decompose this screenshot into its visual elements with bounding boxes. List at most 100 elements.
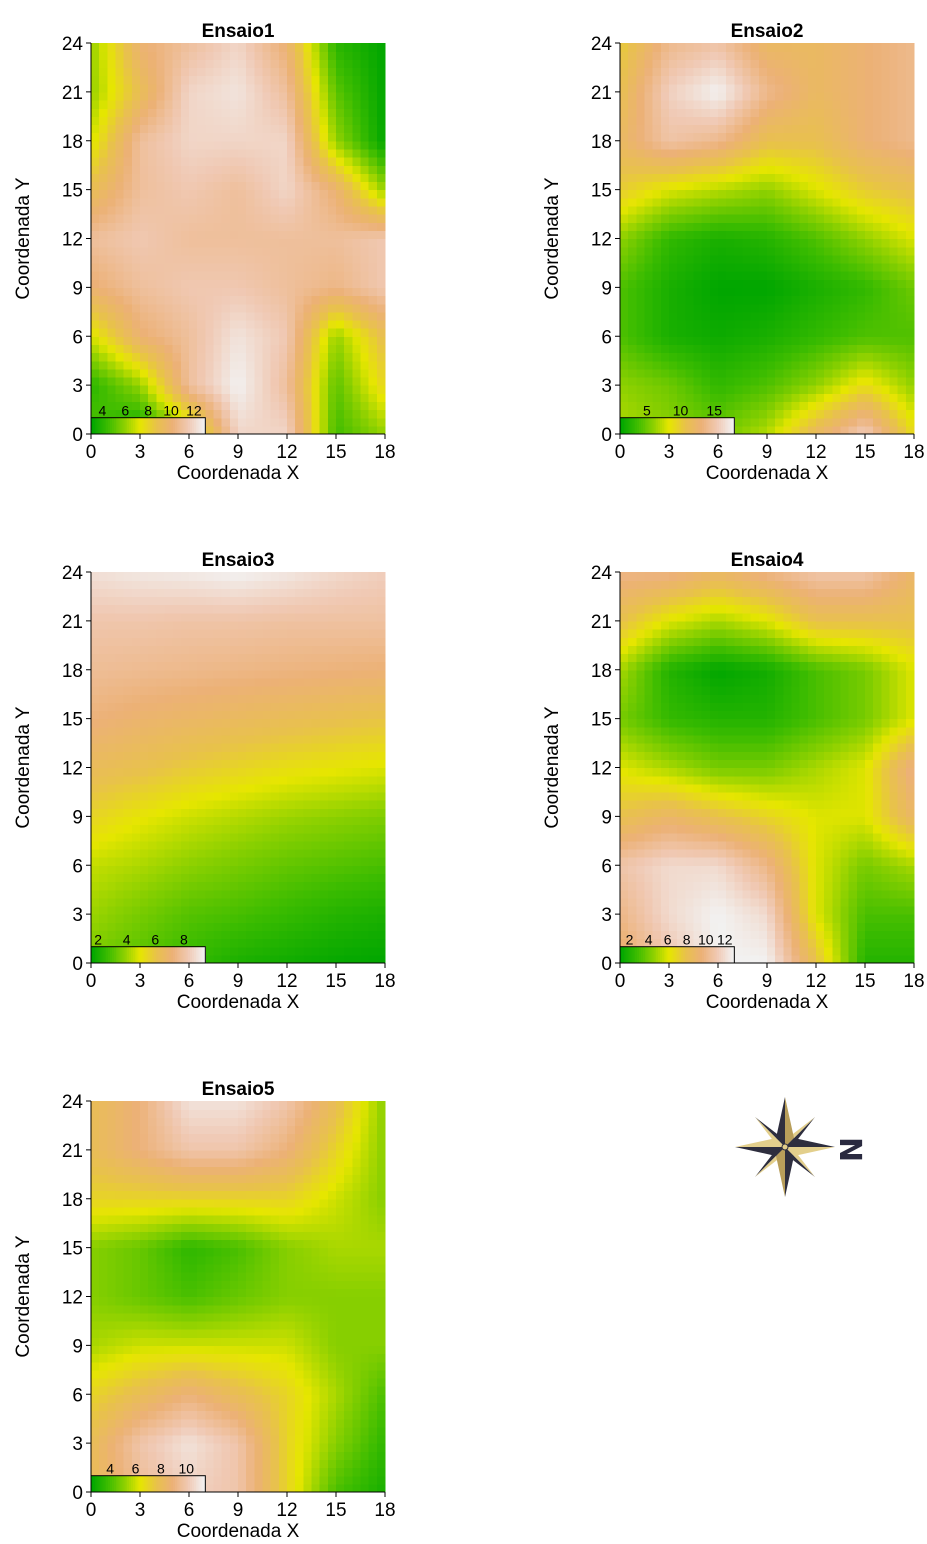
heatmap-cell xyxy=(327,409,337,419)
heatmap-cell xyxy=(213,385,223,394)
heatmap-cell xyxy=(336,246,345,256)
heatmap-cell xyxy=(156,214,166,223)
heatmap-cell xyxy=(311,165,321,174)
heatmap-cell xyxy=(131,857,141,866)
heatmap-cell xyxy=(799,148,809,158)
heatmap-cell xyxy=(726,328,735,337)
heatmap-cell xyxy=(336,43,345,52)
heatmap-cell xyxy=(816,91,825,101)
heatmap-cell xyxy=(91,938,100,948)
heatmap-cell xyxy=(807,189,817,199)
heatmap-cell xyxy=(856,205,866,215)
heatmap-cell xyxy=(295,75,304,85)
heatmap-cell xyxy=(115,360,125,370)
heatmap-cell xyxy=(123,157,133,166)
heatmap-cell xyxy=(873,271,882,280)
heatmap-cell xyxy=(238,83,247,93)
heatmap-cell xyxy=(262,148,272,158)
heatmap-cell xyxy=(799,165,809,174)
heatmap-cell xyxy=(295,759,304,769)
heatmap-cell xyxy=(107,173,117,183)
heatmap-cell xyxy=(270,43,280,52)
heatmap-cell xyxy=(156,791,166,801)
heatmap-cell xyxy=(352,173,362,183)
heatmap-cell xyxy=(123,800,133,809)
heatmap-cell xyxy=(881,181,891,191)
heatmap-cell xyxy=(352,319,362,329)
heatmap-cell xyxy=(775,124,784,134)
legend-tick-label: 4 xyxy=(99,403,107,419)
heatmap-cell xyxy=(905,376,915,386)
heatmap-cell xyxy=(213,311,223,321)
heatmap-cell xyxy=(758,43,768,52)
heatmap-cell xyxy=(270,311,280,321)
heatmap-cell xyxy=(205,205,215,215)
heatmap-cell xyxy=(693,83,703,93)
heatmap-cell xyxy=(140,254,149,264)
heatmap-cell xyxy=(336,287,345,297)
heatmap-cell xyxy=(287,116,296,126)
heatmap-cell xyxy=(897,271,907,280)
heatmap-cell xyxy=(164,873,174,883)
heatmap-cell xyxy=(303,214,313,223)
heatmap-cell xyxy=(758,132,768,142)
heatmap-cell xyxy=(107,376,117,386)
heatmap-cell xyxy=(669,376,678,386)
heatmap-cell xyxy=(352,946,362,956)
heatmap-cell xyxy=(156,295,166,305)
heatmap-cell xyxy=(238,783,247,793)
heatmap-cell xyxy=(197,51,206,60)
heatmap-cell xyxy=(295,246,304,256)
heatmap-cell xyxy=(726,352,735,362)
heatmap-cell xyxy=(840,132,850,142)
heatmap-cell xyxy=(344,686,353,695)
heatmap-cell xyxy=(669,271,678,280)
heatmap-cell xyxy=(164,922,174,932)
heatmap-cell xyxy=(709,43,719,52)
heatmap-cell xyxy=(669,173,678,183)
heatmap-cell xyxy=(164,67,174,77)
heatmap-cell xyxy=(352,816,362,826)
heatmap-cell xyxy=(148,287,157,297)
heatmap-cell xyxy=(726,140,735,150)
heatmap-cell xyxy=(344,262,353,272)
heatmap-cell xyxy=(336,775,345,785)
heatmap-cell xyxy=(832,303,842,313)
heatmap-cell xyxy=(229,393,239,403)
heatmap-cell xyxy=(889,393,899,403)
heatmap-cell xyxy=(278,800,288,809)
heatmap-cell xyxy=(873,124,882,134)
heatmap-cell xyxy=(311,759,321,769)
heatmap-cell xyxy=(856,311,866,321)
heatmap-cell xyxy=(865,409,874,419)
legend-color-step xyxy=(155,417,159,434)
heatmap-cell xyxy=(246,669,255,679)
heatmap-cell xyxy=(669,75,678,85)
heatmap-cell xyxy=(824,279,833,288)
heatmap-cell xyxy=(783,165,793,174)
heatmap-cell xyxy=(327,67,337,77)
heatmap-cell xyxy=(270,661,280,671)
heatmap-cell xyxy=(726,91,735,101)
heatmap-cell xyxy=(360,881,370,891)
heatmap-cell xyxy=(164,238,174,248)
heatmap-cell xyxy=(164,694,174,703)
heatmap-cell xyxy=(881,401,891,411)
heatmap-cell xyxy=(709,254,719,264)
heatmap-cell xyxy=(270,214,280,223)
heatmap-cell xyxy=(669,352,678,362)
heatmap-cell xyxy=(107,75,117,85)
heatmap-cell xyxy=(742,238,752,248)
heatmap-cell xyxy=(229,718,239,728)
heatmap-cell xyxy=(172,857,182,866)
heatmap-cell xyxy=(123,197,133,207)
heatmap-cell xyxy=(652,132,662,142)
heatmap-cell xyxy=(311,767,321,777)
heatmap-cell xyxy=(172,800,182,809)
heatmap-cell xyxy=(246,328,255,337)
y-tick-label: 18 xyxy=(591,132,612,153)
heatmap-cell xyxy=(905,230,915,240)
heatmap-cell xyxy=(99,775,108,785)
heatmap-cell xyxy=(775,425,784,435)
heatmap-cell xyxy=(229,230,239,240)
